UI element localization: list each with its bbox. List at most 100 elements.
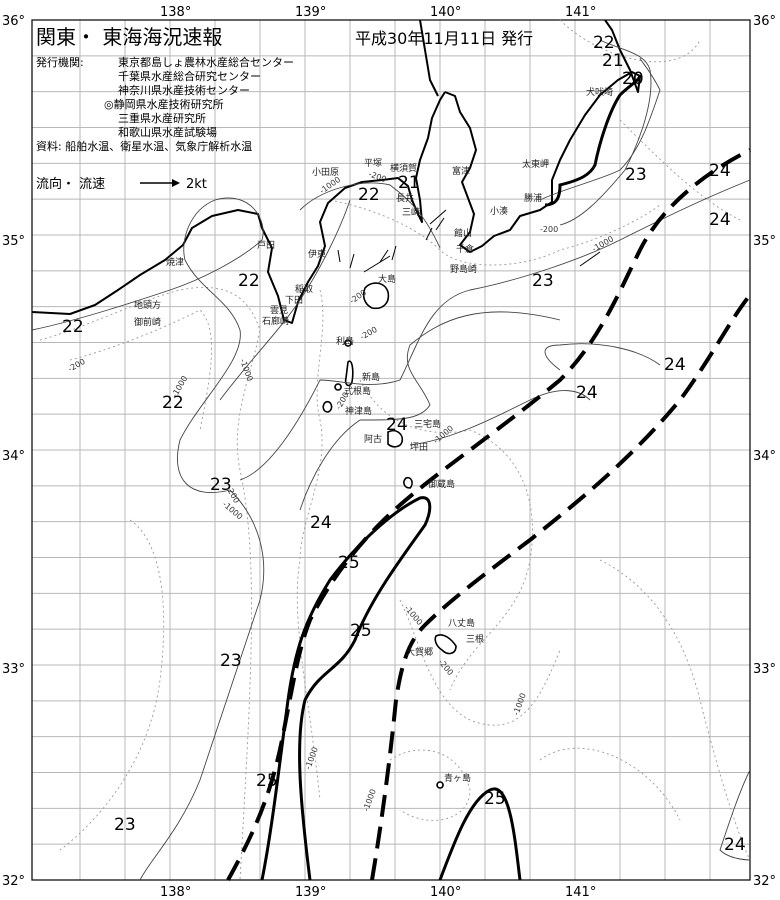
flow-scale-label: 2kt <box>186 177 207 192</box>
place-heda: 戸田 <box>257 240 275 251</box>
svg-text:25: 25 <box>484 789 506 809</box>
svg-text:-1000: -1000 <box>303 746 319 771</box>
place-miyakejima: 三宅島 <box>414 418 441 430</box>
latitude-ticks-left: 36° 35° 34° 33° 32° <box>2 14 25 889</box>
island-niijima <box>344 360 354 387</box>
svg-text:140°: 140° <box>430 885 461 900</box>
depth-contours <box>39 19 751 881</box>
svg-text:23: 23 <box>532 271 554 291</box>
island-hachijojima <box>434 634 457 655</box>
place-oshima: 大島 <box>378 273 396 285</box>
place-yaizu: 焼津 <box>166 257 184 268</box>
place-yokosuka: 横須賀 <box>390 162 417 174</box>
svg-text:141°: 141° <box>565 885 596 900</box>
issuer: 三重県水産研究所 <box>118 111 206 125</box>
svg-text:22: 22 <box>62 317 84 337</box>
kuroshio-south-edge <box>370 293 752 881</box>
place-chikura: 千倉 <box>456 243 474 255</box>
temperature-labels: 22 21 20 23 24 24 22 21 22 22 23 24 24 2… <box>62 33 746 855</box>
place-okago: 大賀郷 <box>406 646 433 658</box>
place-katsuura: 勝浦 <box>524 192 542 204</box>
svg-text:-200: -200 <box>436 658 455 678</box>
svg-text:138°: 138° <box>160 885 191 900</box>
svg-text:24: 24 <box>724 835 746 855</box>
map-title: 関東・ 東海海況速報 <box>36 25 222 49</box>
place-kozushima: 神津島 <box>345 405 372 417</box>
svg-text:-200: -200 <box>359 325 379 342</box>
svg-text:24: 24 <box>576 383 598 403</box>
svg-text:140°: 140° <box>430 5 461 20</box>
svg-text:34°: 34° <box>753 449 776 464</box>
island-aogashima <box>436 781 444 789</box>
svg-text:25: 25 <box>338 553 360 573</box>
svg-text:-200: -200 <box>67 357 87 374</box>
longitude-ticks-top: 138° 139° 140° 141° <box>160 5 596 20</box>
svg-text:24: 24 <box>664 355 686 375</box>
place-aogashima: 青ヶ島 <box>444 772 471 784</box>
place-tateyama: 館山 <box>454 227 472 239</box>
svg-text:-1000: -1000 <box>591 234 616 253</box>
place-jitokata: 地頭方 <box>134 299 161 311</box>
isotherms-25 <box>260 74 642 881</box>
place-nojimazaki: 野島崎 <box>450 263 477 275</box>
place-shikinejima: 式根島 <box>344 385 371 397</box>
svg-text:141°: 141° <box>565 5 596 20</box>
svg-text:21: 21 <box>602 51 624 71</box>
svg-text:24: 24 <box>310 513 332 533</box>
longitude-ticks-bottom: 138° 139° 140° 141° <box>160 885 596 900</box>
flow-legend-label: 流向・ 流速 <box>36 176 105 192</box>
island-miyakejima <box>387 429 404 448</box>
kuroshio-north-edge <box>226 148 751 881</box>
svg-text:33°: 33° <box>753 662 776 677</box>
place-mikurajima: 御蔵島 <box>428 478 455 490</box>
issuer: 千葉県水産総合研究センター <box>118 69 261 83</box>
issue-date: 平成30年11月11日 発行 <box>355 29 533 48</box>
place-hachijojima: 八丈島 <box>448 617 475 629</box>
svg-text:32°: 32° <box>2 874 25 889</box>
svg-text:36°: 36° <box>753 14 776 29</box>
place-omaezaki: 御前崎 <box>134 316 161 328</box>
kuroshio-edges <box>226 148 752 881</box>
place-hiratsuka: 平塚 <box>364 158 382 169</box>
svg-text:24: 24 <box>709 161 731 181</box>
island-shikinejima <box>334 383 342 391</box>
svg-text:32°: 32° <box>753 874 776 889</box>
svg-text:25: 25 <box>350 621 372 641</box>
svg-text:22: 22 <box>162 393 184 413</box>
svg-text:138°: 138° <box>160 5 191 20</box>
svg-text:-1000: -1000 <box>402 604 424 628</box>
current-arrows <box>337 209 601 273</box>
svg-text:139°: 139° <box>295 885 326 900</box>
isotherms <box>31 39 751 881</box>
data-sources: 資料: 船舶水温、衛星水温、気象庁解析水温 <box>36 139 252 153</box>
svg-text:24: 24 <box>709 210 731 230</box>
place-odawara: 小田原 <box>312 167 339 178</box>
svg-text:34°: 34° <box>2 449 25 464</box>
place-toshima: 利島 <box>336 335 354 347</box>
svg-text:35°: 35° <box>2 234 25 249</box>
svg-text:-1000: -1000 <box>511 692 527 717</box>
map-frame <box>31 19 751 881</box>
place-misaki: 三崎 <box>402 206 420 218</box>
place-kominato: 小湊 <box>490 205 508 217</box>
place-futtsu: 富津 <box>452 165 470 177</box>
latitude-ticks-right: 36° 35° 34° 33° 32° <box>753 14 776 889</box>
svg-text:33°: 33° <box>2 662 25 677</box>
svg-text:139°: 139° <box>295 5 326 20</box>
issuer: 神奈川県水産技術センター <box>118 83 250 97</box>
svg-text:21: 21 <box>398 173 420 193</box>
issuer: ◎静岡県水産技術研究所 <box>104 97 224 111</box>
place-niijima: 新島 <box>362 371 380 383</box>
svg-text:22: 22 <box>238 271 260 291</box>
issuers-label: 発行機関: <box>36 55 84 69</box>
island-toshima <box>344 339 352 347</box>
svg-text:22: 22 <box>593 33 615 53</box>
island-mikurajima <box>403 476 413 489</box>
place-iroozaki: 石廊崎 <box>262 315 289 327</box>
svg-text:20: 20 <box>622 69 644 89</box>
svg-text:-1000: -1000 <box>361 788 377 813</box>
svg-text:25: 25 <box>256 771 278 791</box>
place-kumomi: 雲見 <box>270 305 288 316</box>
place-taitomisaki: 太東岬 <box>522 158 549 170</box>
